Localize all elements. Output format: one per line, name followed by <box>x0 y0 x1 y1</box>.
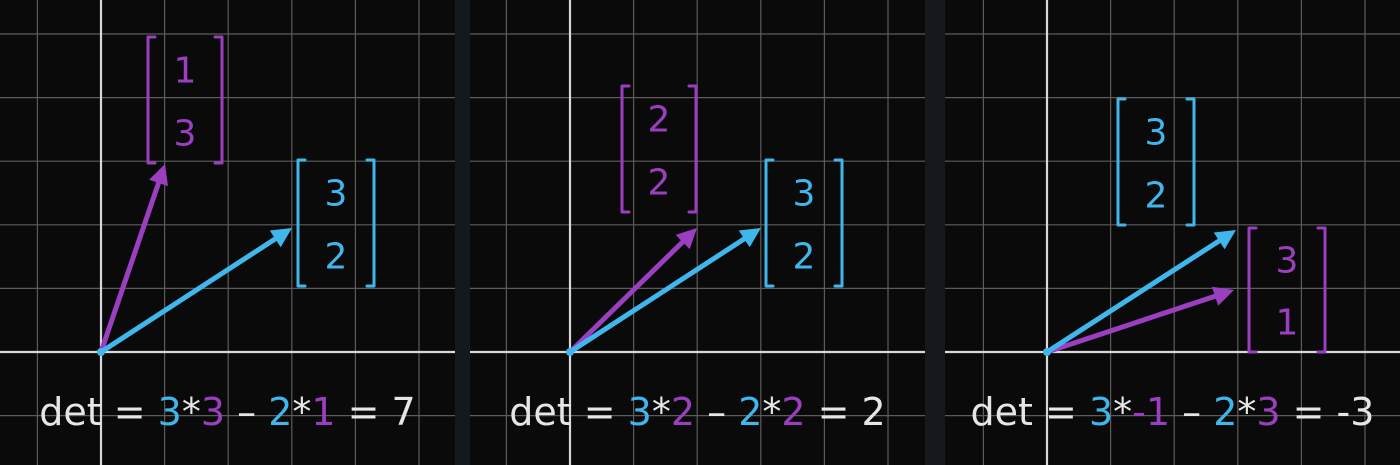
vector-entry-top: 3 <box>1145 112 1168 153</box>
left-bracket <box>1116 97 1127 227</box>
blue-vector-arrow-head <box>738 228 761 248</box>
left-bracket <box>620 84 631 214</box>
formula-term: 3 <box>628 390 652 434</box>
determinant-formula: det = 3*2 – 2*2 = 2 <box>509 390 886 434</box>
formula-term: 1 <box>311 390 335 434</box>
vector-entry-bottom: 3 <box>174 113 197 154</box>
formula-term: = -3 <box>1281 390 1375 434</box>
left-bracket <box>1247 226 1258 354</box>
blue-vector-arrow-shaft <box>98 236 278 355</box>
right-bracket <box>687 84 698 214</box>
formula-term: * <box>762 390 781 434</box>
formula-term: 2 <box>781 390 805 434</box>
formula-term: * <box>1113 390 1132 434</box>
vector-entry-top: 3 <box>1276 241 1299 282</box>
formula-term: – <box>225 390 268 434</box>
purple-vector-label: 31 <box>1247 226 1327 354</box>
right-bracket <box>1185 97 1196 227</box>
vector-entry-top: 3 <box>793 173 816 214</box>
vector-entry-top: 1 <box>174 50 197 91</box>
formula-term: det = <box>971 390 1089 434</box>
vector-entry-bottom: 1 <box>1276 303 1299 344</box>
formula-term: * <box>1237 390 1256 434</box>
right-bracket <box>1316 226 1327 354</box>
blue-vector-arrow-head <box>269 228 292 248</box>
formula-term: 3 <box>1089 390 1113 434</box>
purple-vector-arrow-shaft <box>98 180 162 355</box>
left-bracket <box>146 35 157 165</box>
formula-term: = 2 <box>806 390 886 434</box>
formula-term: -1 <box>1132 390 1170 434</box>
vector-entry-bottom: 2 <box>1145 175 1168 216</box>
right-bracket <box>213 35 224 165</box>
vector-entry-bottom: 2 <box>648 162 671 203</box>
purple-vector-arrow-head <box>1211 286 1234 306</box>
panel-background <box>0 0 455 465</box>
origin-point <box>1043 348 1051 356</box>
formula-term: 3 <box>1256 390 1280 434</box>
formula-term: * <box>292 390 311 434</box>
blue-vector-arrow-head <box>1213 230 1236 250</box>
formula-term: – <box>695 390 738 434</box>
blue-vector-label: 32 <box>296 158 376 288</box>
vector-entry-bottom: 2 <box>325 236 348 277</box>
formula-term: * <box>652 390 671 434</box>
formula-term: 3 <box>158 390 182 434</box>
determinant-formula: det = 3*-1 – 2*3 = -3 <box>971 390 1375 434</box>
determinant-formula: det = 3*3 – 2*1 = 7 <box>39 390 416 434</box>
origin-point <box>566 348 574 356</box>
purple-vector-label: 22 <box>620 84 698 214</box>
formula-term: = 7 <box>336 390 416 434</box>
purple-vector-arrow-shaft <box>1044 293 1218 355</box>
left-bracket <box>296 158 307 288</box>
formula-term: 2 <box>738 390 762 434</box>
vector-entry-top: 2 <box>648 99 671 140</box>
formula-term: * <box>182 390 201 434</box>
blue-vector-label: 32 <box>1116 97 1196 227</box>
formula-term: 2 <box>671 390 695 434</box>
vector-entry-top: 3 <box>325 173 348 214</box>
formula-term: – <box>1170 390 1213 434</box>
vector-entry-bottom: 2 <box>793 236 816 277</box>
formula-term: 2 <box>268 390 292 434</box>
formula-term: det = <box>509 390 627 434</box>
formula-term: 2 <box>1213 390 1237 434</box>
origin-point <box>97 348 105 356</box>
purple-vector-arrow-head <box>675 228 697 250</box>
blue-vector-label: 32 <box>764 158 844 288</box>
purple-vector-label: 13 <box>146 35 224 165</box>
formula-term: det = <box>39 390 157 434</box>
blue-vector-arrow-shaft <box>567 236 747 355</box>
purple-vector-arrow-shaft <box>567 239 686 355</box>
right-bracket <box>833 158 844 288</box>
left-bracket <box>764 158 775 288</box>
blue-vector-arrow-shaft <box>1044 238 1222 355</box>
purple-vector-arrow-head <box>149 164 169 187</box>
right-bracket <box>365 158 376 288</box>
formula-term: 3 <box>201 390 225 434</box>
